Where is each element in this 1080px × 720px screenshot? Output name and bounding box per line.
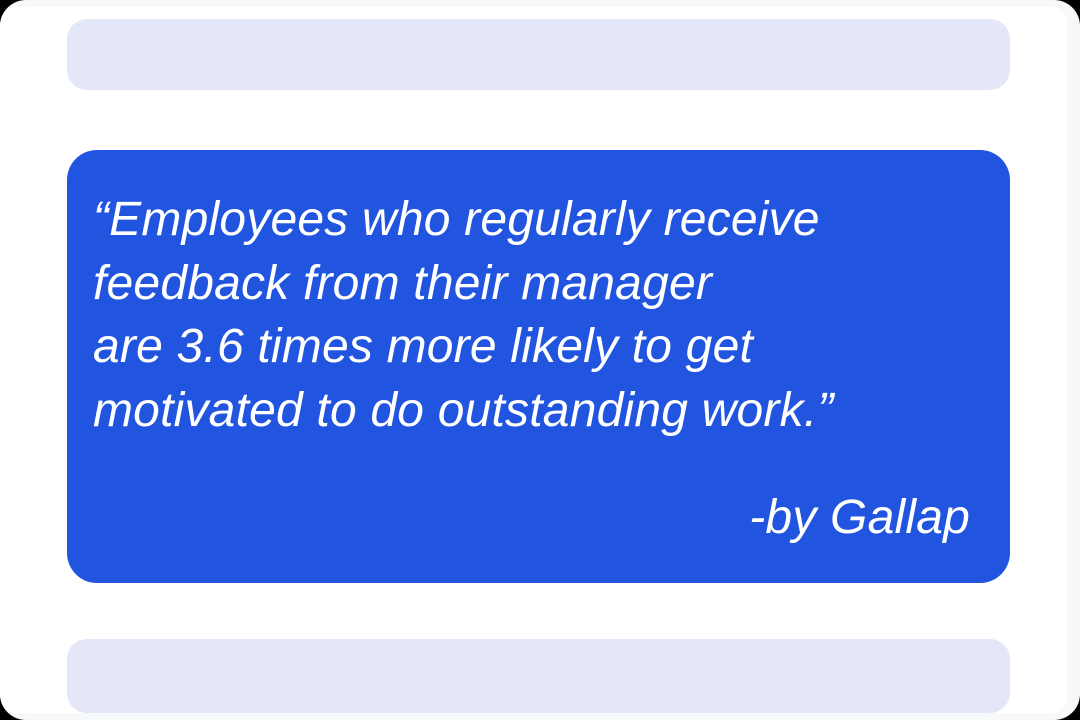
quote-text: “Employees who regularly receive feedbac… — [93, 188, 980, 442]
quote-card[interactable]: “Employees who regularly receive feedbac… — [67, 150, 1010, 583]
quote-line-2: feedback from their manager — [93, 256, 713, 310]
top-placeholder-block[interactable] — [67, 19, 1010, 90]
quote-line-1: “Employees who regularly receive — [93, 193, 820, 246]
quote-line-3: are 3.6 times more likely to get — [93, 320, 754, 373]
slide-canvas: “Employees who regularly receive feedbac… — [0, 7, 1067, 713]
bottom-placeholder-block[interactable] — [67, 639, 1010, 713]
quote-line-4: motivated to do outstanding work.” — [93, 383, 834, 437]
quote-attribution: -by Gallap — [749, 491, 970, 544]
